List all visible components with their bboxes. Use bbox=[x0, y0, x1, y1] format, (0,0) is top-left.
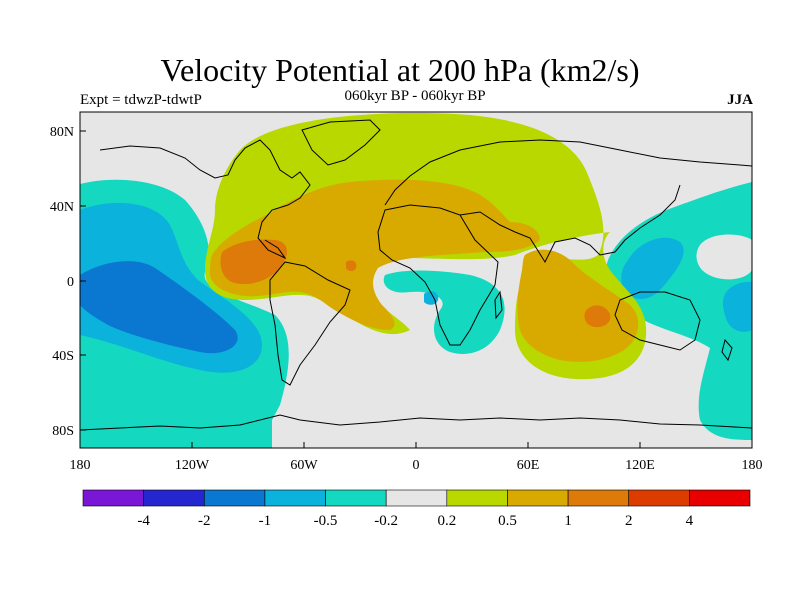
colorbar-swatch bbox=[567, 489, 630, 507]
colorbar-swatch bbox=[325, 489, 387, 507]
lon-tick-label: 180 bbox=[70, 458, 91, 473]
figure-title: Velocity Potential at 200 hPa (km2/s) bbox=[160, 52, 640, 88]
colorbar-label: -2 bbox=[198, 513, 211, 529]
contour-pos-mid-indian bbox=[517, 249, 639, 362]
colorbar-label: -1 bbox=[259, 513, 272, 529]
colorbar-swatch bbox=[203, 489, 266, 507]
colorbar-label: -0.2 bbox=[374, 513, 398, 529]
lon-tick-label: 60W bbox=[290, 458, 318, 473]
lat-tick-label: 0 bbox=[67, 275, 74, 290]
colorbar-label: -4 bbox=[137, 513, 150, 529]
contour-neg-strong-pacific-east bbox=[80, 261, 238, 354]
contour-pos-strong-indian bbox=[584, 305, 611, 328]
lon-tick-label: 0 bbox=[413, 458, 420, 473]
colorbar-swatch bbox=[628, 489, 690, 507]
coast-europe-asia bbox=[384, 139, 752, 206]
lat-tick-label: 40N bbox=[50, 200, 74, 215]
coast-south-america bbox=[269, 261, 351, 386]
season-label: JJA bbox=[727, 92, 753, 108]
latitude-axis: 80N 40N 0 40S 80S bbox=[50, 125, 86, 439]
colorbar-swatch bbox=[507, 489, 569, 507]
colorbar-label: 4 bbox=[686, 513, 694, 529]
contour-pos-mid-atlantic bbox=[209, 179, 540, 330]
coast-australia bbox=[614, 291, 701, 351]
colorbar-swatch bbox=[385, 489, 448, 507]
contour-neg-mid-dateline bbox=[723, 281, 752, 332]
coast-new-zealand bbox=[721, 338, 733, 362]
colorbar-swatch bbox=[82, 489, 144, 507]
colorbar-swatch bbox=[446, 489, 508, 507]
lon-tick-label: 180 bbox=[742, 458, 763, 473]
coast-madagascar bbox=[494, 290, 503, 320]
map-plot-area bbox=[79, 111, 753, 449]
lat-tick-label: 40S bbox=[52, 349, 74, 364]
coastlines bbox=[80, 119, 752, 431]
colorbar: -4 -2 -1 -0.5 -0.2 0.2 0.5 1 2 4 bbox=[82, 489, 751, 529]
colorbar-label: 2 bbox=[625, 513, 633, 529]
experiment-label: Expt = tdwzP-tdwtP bbox=[80, 92, 202, 108]
colorbar-label: -0.5 bbox=[314, 513, 338, 529]
lon-tick-label: 120W bbox=[175, 458, 210, 473]
colorbar-label: 0.2 bbox=[437, 513, 456, 529]
coast-antarctica bbox=[80, 414, 752, 431]
contour-neg-mid-s-africa bbox=[424, 291, 439, 305]
longitude-axis: 180 120W 60W 0 60E 120E 180 bbox=[70, 442, 763, 473]
coast-south-asia bbox=[459, 184, 681, 264]
contour-neg-mid-indonesia bbox=[621, 237, 684, 300]
coast-greenland bbox=[301, 119, 381, 166]
colorbar-label: 1 bbox=[564, 513, 572, 529]
contour-pos-strong-atlantic bbox=[346, 260, 357, 271]
lat-tick-label: 80N bbox=[50, 125, 74, 140]
colorbar-swatch bbox=[689, 489, 751, 507]
colorbar-swatch bbox=[264, 489, 326, 507]
lon-tick-label: 60E bbox=[517, 458, 540, 473]
contour-neutral-hole-west-pacific bbox=[696, 234, 752, 280]
colorbar-label: 0.5 bbox=[498, 513, 517, 529]
lat-tick-label: 80S bbox=[52, 424, 74, 439]
lon-tick-label: 120E bbox=[625, 458, 655, 473]
coast-north-america bbox=[99, 139, 311, 260]
contour-fields bbox=[80, 113, 752, 448]
contour-neg-weak-s-africa bbox=[383, 270, 505, 354]
coast-africa bbox=[377, 204, 499, 346]
period-label: 060kyr BP - 060kyr BP bbox=[344, 88, 486, 104]
colorbar-swatch bbox=[143, 489, 205, 507]
